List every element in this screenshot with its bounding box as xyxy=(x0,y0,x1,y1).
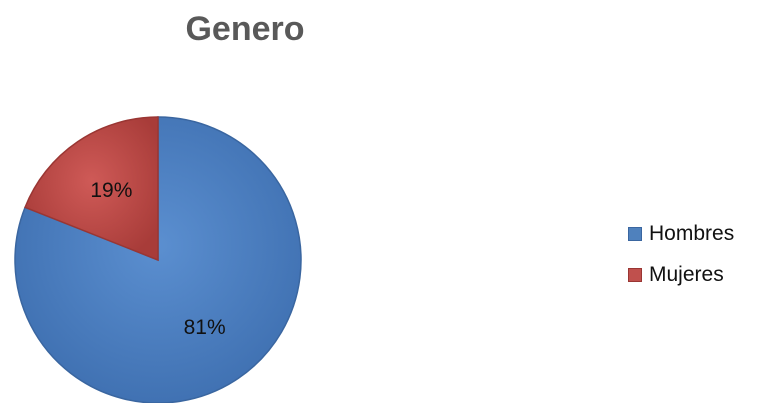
legend: Hombres Mujeres xyxy=(628,222,734,304)
legend-swatch-mujeres xyxy=(628,267,642,282)
legend-item-mujeres: Mujeres xyxy=(628,263,734,286)
pie-slice-mujeres xyxy=(24,116,159,262)
slice-label-hombres: 81% xyxy=(184,316,226,339)
legend-item-hombres: Hombres xyxy=(628,222,734,245)
slice-label-mujeres: 19% xyxy=(90,179,132,202)
chart-title: Genero xyxy=(185,10,305,48)
legend-label-hombres: Hombres xyxy=(649,221,735,245)
legend-label-mujeres: Mujeres xyxy=(649,262,724,286)
legend-swatch-hombres xyxy=(628,226,642,241)
